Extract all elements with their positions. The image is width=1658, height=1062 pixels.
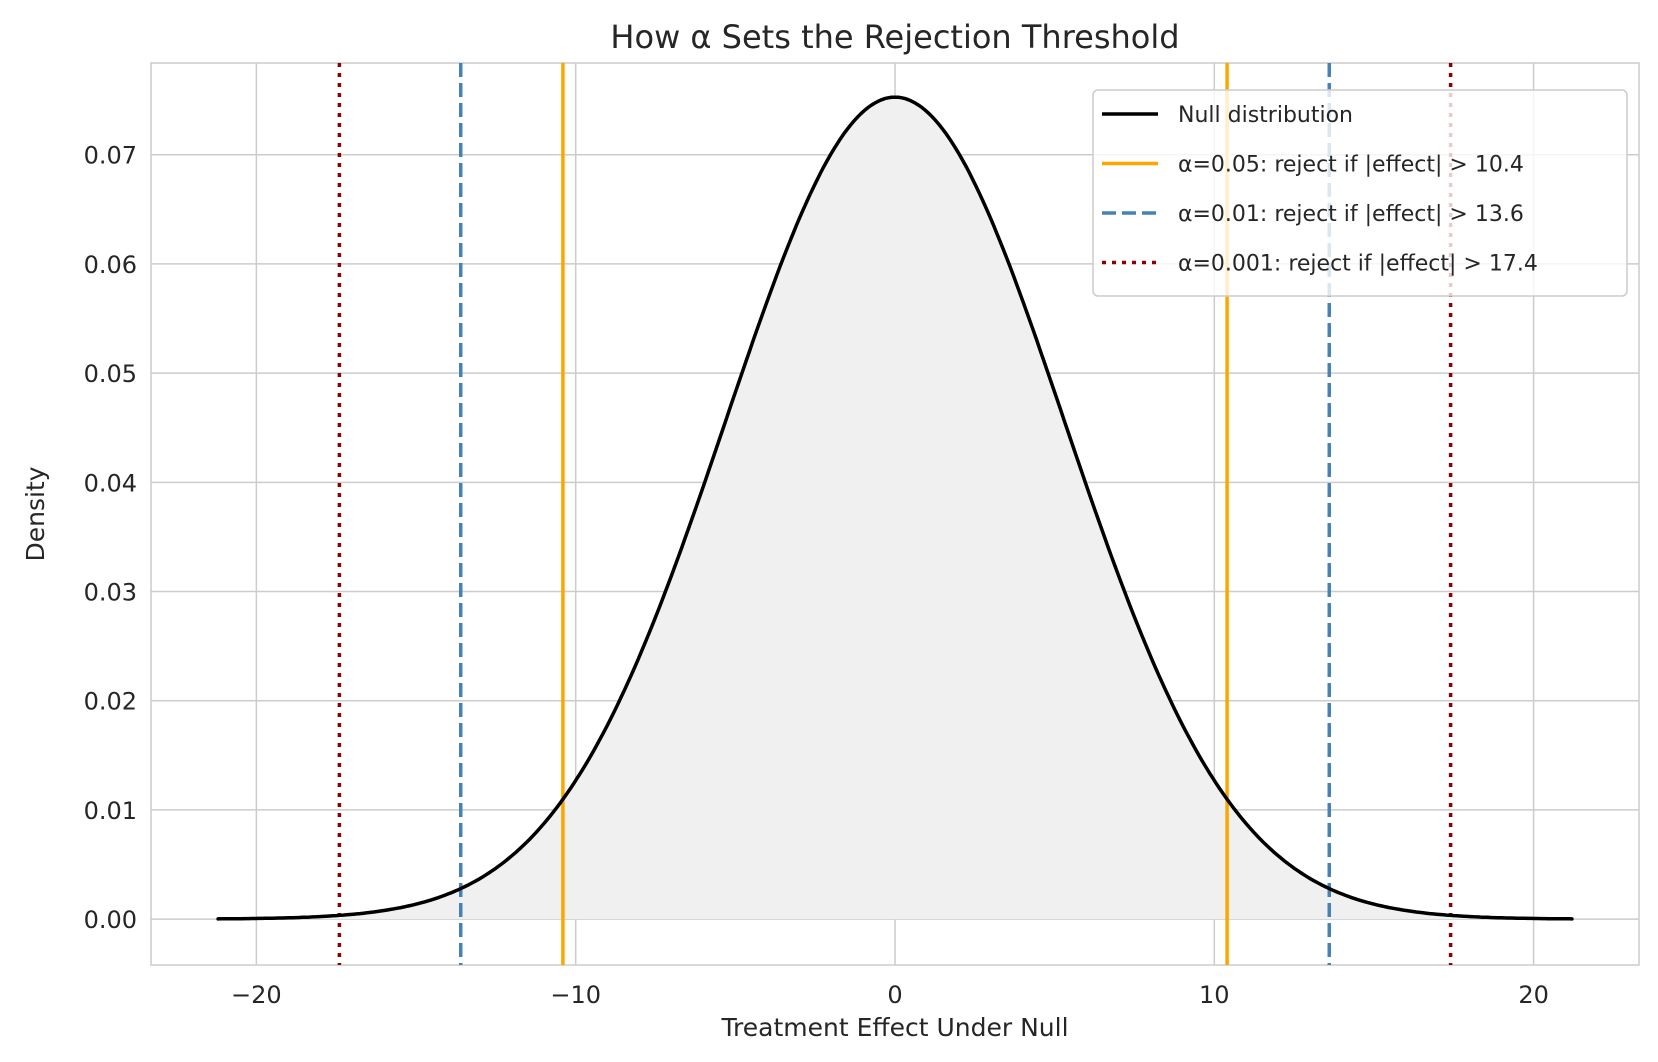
legend: Null distribution α=0.05: reject if |effe… xyxy=(1092,89,1628,297)
chart-title: How α Sets the Rejection Threshold xyxy=(610,18,1179,56)
null-distribution-curve xyxy=(216,95,1574,921)
x-tick-label: 0 xyxy=(887,981,902,1009)
y-tick-label: 0.07 xyxy=(84,142,137,170)
y-tick-label: 0.02 xyxy=(84,688,137,716)
legend-entry: α=0.01: reject if |effect| > 13.6 xyxy=(1178,202,1524,227)
x-axis-label: Treatment Effect Under Null xyxy=(720,1013,1068,1042)
null-distribution-fill xyxy=(218,97,1572,920)
y-axis-label: Density xyxy=(21,466,50,561)
null-distribution-line xyxy=(216,95,1574,921)
y-tick-labels: 0.00 0.01 0.02 0.03 0.04 0.05 0.06 0.07 xyxy=(84,142,137,934)
x-tick-label: 20 xyxy=(1518,981,1549,1009)
legend-entry: α=0.001: reject if |effect| > 17.4 xyxy=(1178,252,1538,277)
y-tick-label: 0.03 xyxy=(84,579,137,607)
legend-box xyxy=(1092,89,1628,297)
x-tick-label: 10 xyxy=(1199,981,1230,1009)
y-tick-label: 0.06 xyxy=(84,251,137,279)
legend-entry: α=0.05: reject if |effect| > 10.4 xyxy=(1178,153,1524,178)
null-distribution-area xyxy=(218,97,1572,920)
y-tick-label: 0.04 xyxy=(84,469,137,497)
y-tick-label: 0.01 xyxy=(84,797,137,825)
x-tick-labels: −20 −10 0 10 20 xyxy=(231,981,1549,1009)
legend-entry: Null distribution xyxy=(1178,103,1353,128)
y-tick-label: 0.05 xyxy=(84,360,137,388)
y-tick-label: 0.00 xyxy=(84,906,137,934)
x-tick-label: −10 xyxy=(550,981,601,1009)
x-tick-label: −20 xyxy=(231,981,282,1009)
